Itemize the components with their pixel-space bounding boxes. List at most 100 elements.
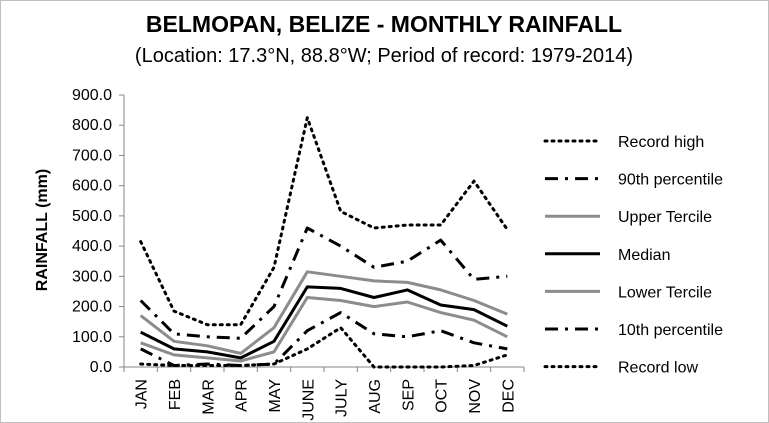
data-point-90th-percentile: [372, 265, 376, 269]
y-tick-label: 300.0: [72, 268, 112, 285]
chart-title: BELMOPAN, BELIZE - MONTHLY RAINFALL: [146, 11, 622, 37]
x-tick-label: OCT: [434, 379, 451, 413]
x-tick-label: NOV: [467, 379, 484, 414]
data-point-upper-tercile: [272, 326, 276, 330]
data-point-record-low: [205, 363, 209, 367]
series-line-record-low: [139, 326, 509, 369]
data-point-90th-percentile: [172, 332, 176, 336]
series-line-90th-percentile: [139, 226, 508, 340]
data-point-record-high: [205, 323, 209, 327]
data-point-record-low: [372, 365, 376, 369]
data-point-lower-tercile: [372, 305, 376, 309]
data-point-lower-tercile: [405, 300, 409, 304]
data-point-median: [439, 303, 443, 307]
data-point-10th-percentile: [472, 341, 476, 345]
data-point-record-high: [472, 179, 476, 183]
data-point-10th-percentile: [139, 347, 143, 351]
data-point-median: [505, 324, 509, 328]
series-lines: [139, 116, 509, 369]
data-point-90th-percentile: [505, 274, 509, 278]
data-point-90th-percentile: [272, 305, 276, 309]
series-record-low: [139, 326, 509, 369]
series-record-high: [139, 116, 509, 327]
data-point-median: [339, 286, 343, 290]
legend-label: Lower Tercile: [618, 284, 712, 301]
legend-item-lower-tercile: Lower Tercile: [545, 284, 712, 301]
data-point-upper-tercile: [372, 279, 376, 283]
y-tick-label: 0.0: [90, 359, 112, 376]
legend-label: Record low: [618, 360, 698, 377]
data-point-10th-percentile: [505, 347, 509, 351]
y-tick-label: 600.0: [72, 178, 112, 195]
x-tick-label: DEC: [500, 379, 517, 413]
data-point-upper-tercile: [205, 344, 209, 348]
data-point-lower-tercile: [272, 350, 276, 354]
data-point-lower-tercile: [305, 295, 309, 299]
series-median: [139, 285, 509, 360]
data-point-median: [205, 350, 209, 354]
data-point-90th-percentile: [305, 226, 309, 230]
data-point-record-high: [339, 209, 343, 213]
data-point-upper-tercile: [239, 351, 243, 355]
data-point-upper-tercile: [172, 339, 176, 343]
y-tick-label: 400.0: [72, 238, 112, 255]
series-line-upper-tercile: [139, 270, 508, 355]
legend-item-record-low: Record low: [543, 360, 698, 377]
data-point-record-high: [139, 240, 143, 244]
data-point-record-high: [439, 223, 443, 227]
x-axis-ticks: JAN FEB MAR APR MAY JUNE JULY AUG SEP OCT NOV DEC: [123, 367, 525, 421]
data-point-record-high: [305, 116, 309, 120]
data-point-record-low: [405, 365, 409, 369]
data-point-median: [139, 330, 143, 334]
data-point-median: [472, 308, 476, 312]
x-tick-label: JULY: [334, 379, 351, 417]
data-point-upper-tercile: [505, 312, 509, 316]
data-point-median: [372, 295, 376, 299]
series-lower-tercile: [139, 295, 509, 363]
data-point-lower-tercile: [472, 318, 476, 322]
y-tick-label: 700.0: [72, 147, 112, 164]
legend-item-10th-percentile: 10th percentile: [545, 322, 723, 339]
data-point-10th-percentile: [305, 329, 309, 333]
x-tick-label: JUNE: [300, 379, 317, 421]
data-point-median: [305, 285, 309, 289]
data-point-lower-tercile: [139, 341, 143, 345]
data-point-record-high: [505, 227, 509, 231]
data-point-lower-tercile: [339, 299, 343, 303]
data-point-record-low: [139, 362, 143, 366]
data-point-upper-tercile: [472, 299, 476, 303]
series-line-lower-tercile: [140, 296, 508, 363]
data-point-lower-tercile: [439, 311, 443, 315]
y-tick-label: 500.0: [72, 208, 112, 225]
data-point-record-high: [405, 223, 409, 227]
legend-item-record-high: Record high: [543, 134, 704, 151]
series-line-record-high: [139, 116, 509, 327]
data-point-90th-percentile: [439, 238, 443, 242]
series-line-median: [140, 285, 508, 360]
series-10th-percentile: [139, 311, 509, 367]
data-point-10th-percentile: [339, 311, 343, 315]
data-point-upper-tercile: [339, 274, 343, 278]
x-tick-label: MAR: [200, 379, 217, 415]
legend-item-upper-tercile: Upper Tercile: [545, 209, 712, 226]
x-tick-label: JAN: [134, 379, 151, 409]
data-point-record-low: [272, 362, 276, 366]
data-point-record-low: [239, 363, 243, 367]
data-point-90th-percentile: [405, 259, 409, 263]
y-tick-label: 100.0: [72, 329, 112, 346]
data-point-10th-percentile: [372, 332, 376, 336]
data-point-median: [172, 347, 176, 351]
data-point-90th-percentile: [472, 277, 476, 281]
legend-label: 90th percentile: [618, 172, 723, 189]
data-point-lower-tercile: [172, 353, 176, 357]
data-point-90th-percentile: [339, 244, 343, 248]
x-tick-label: MAY: [267, 379, 284, 413]
legend-item-median: Median: [545, 247, 670, 264]
data-point-lower-tercile: [505, 335, 509, 339]
x-tick-label: AUG: [367, 379, 384, 414]
x-tick-label: FEB: [167, 379, 184, 410]
data-point-upper-tercile: [305, 270, 309, 274]
data-point-upper-tercile: [139, 314, 143, 318]
